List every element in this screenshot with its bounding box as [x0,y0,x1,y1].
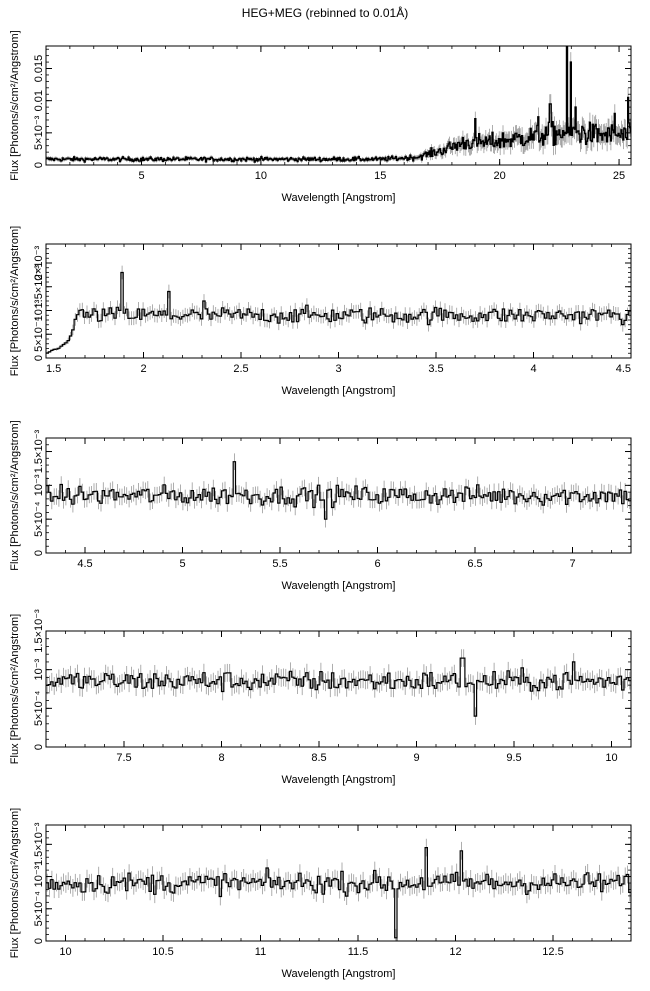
y-axis-label: Flux [Photons/s/cm²/Angstrom] [9,808,21,958]
x-tick-label: 10.5 [152,946,173,958]
y-tick-label: 1.5×10⁻³ [33,265,45,309]
spectrum-series-line [46,46,631,163]
x-tick-label: 7 [569,558,575,570]
y-axis-label: Flux [Photons/s/cm²/Angstrom] [9,420,21,570]
chart-panel-4: 7.5 8 8.5 9 9.5 10 0 5×10⁻⁴ 10⁻³ 1.5×10⁻³ Waveleng… [9,609,632,786]
error-bars [46,265,631,354]
y-tick-label: 1.5×10⁻³ [33,429,45,473]
x-tick-label: 4 [530,363,536,375]
x-tick-label: 2 [140,363,146,375]
x-tick-label: 3 [335,363,341,375]
x-tick-label: 5 [138,170,144,182]
error-bars [46,453,631,528]
y-tick-label: 0 [33,162,45,168]
y-axis-label: Flux [Photons/s/cm²/Angstrom] [9,614,21,764]
error-bar-set [46,265,631,354]
figure-title: HEG+MEG (rebinned to 0.01Å) [241,6,409,20]
x-tick-label: 10 [255,170,267,182]
x-tick-label: 2.5 [233,363,248,375]
x-axis-label: Wavelength [Angstrom] [282,385,396,397]
y-tick-label: 0 [33,744,45,750]
y-tick-label: 5×10⁻⁴ [33,316,45,352]
x-tick-label: 5.5 [272,558,287,570]
chart-panel-1: 5 10 15 20 25 0 5×10⁻³ 0.01 0.015 Wavelength [Ang… [9,30,632,204]
y-tick-label: 0 [33,550,45,556]
y-tick-label: 1.5×10⁻³ [33,609,45,653]
x-tick-label: 3.5 [428,363,443,375]
x-tick-label: 11.5 [348,946,369,958]
x-tick-label: 11 [255,946,266,958]
x-tick-label: 4.5 [616,363,631,375]
y-tick-label: 10⁻³ [33,299,45,321]
plot-frame [45,45,632,166]
x-tick-label: 25 [613,170,625,182]
spectrum-series-line [46,271,631,354]
x-tick-label: 12 [449,946,461,958]
spectrum-series-line [46,847,631,939]
chart-panel-5: 10 10.5 11 11.5 12 12.5 0 5×10⁻⁴ 10⁻³1.5×10⁻³ Wav… [9,808,632,980]
chart-panel-2: 1.5 2 2.5 3 3.5 4 4.5 0 5×10⁻⁴10⁻³1.5×10⁻³2×10⁻³… [9,226,632,397]
error-bar-set [46,453,631,528]
x-tick-label: 1.5 [46,363,61,375]
y-tick-label: 10⁻³ [33,474,45,496]
x-tick-label: 9 [413,752,419,764]
spectrum-series-line [46,657,631,717]
x-tick-label: 10 [59,946,71,958]
x-tick-label: 7.5 [116,752,131,764]
y-axis-label: Flux [Photons/s/cm²/Angstrom] [9,30,21,180]
chart-panel-3: 4.5 5 5.5 6 6.5 7 0 5×10⁻⁴ 10⁻³1.5×10⁻³ Wavelengt… [9,420,632,592]
x-tick-label: 8 [218,752,224,764]
x-tick-label: 20 [494,170,506,182]
x-axis-label: Wavelength [Angstrom] [282,968,396,980]
x-tick-label: 9.5 [506,752,521,764]
x-tick-label: 5 [179,558,185,570]
x-tick-label: 8.5 [311,752,326,764]
y-axis-label: Flux [Photons/s/cm²/Angstrom] [9,226,21,376]
x-axis-label: Wavelength [Angstrom] [282,192,396,204]
y-tick-label: 0.01 [33,90,45,111]
y-tick-label: 5×10⁻⁴ [33,501,45,537]
y-tick-label: 0 [33,938,45,944]
spectrum-series-line [46,461,631,520]
plot-frame [45,243,632,359]
x-axis-label: Wavelength [Angstrom] [282,580,396,592]
x-tick-label: 15 [374,170,386,182]
y-tick-label: 5×10⁻⁴ [33,891,45,927]
y-tick-label: 5×10⁻⁴ [33,690,45,726]
y-tick-label: 2×10⁻³ [33,246,45,281]
x-tick-label: 6.5 [467,558,482,570]
x-tick-label: 4.5 [77,558,92,570]
y-tick-label: 10⁻³ [33,658,45,680]
y-tick-label: 0.015 [33,55,45,83]
y-tick-label: 1.5×10⁻³ [33,822,45,866]
x-axis-label: Wavelength [Angstrom] [282,774,396,786]
y-tick-label: 10⁻³ [33,865,45,887]
x-tick-label: 10 [605,752,617,764]
y-tick-label: 5×10⁻³ [33,115,45,150]
x-tick-label: 12.5 [542,946,563,958]
y-tick-label: 0 [33,355,45,361]
x-tick-label: 6 [374,558,380,570]
